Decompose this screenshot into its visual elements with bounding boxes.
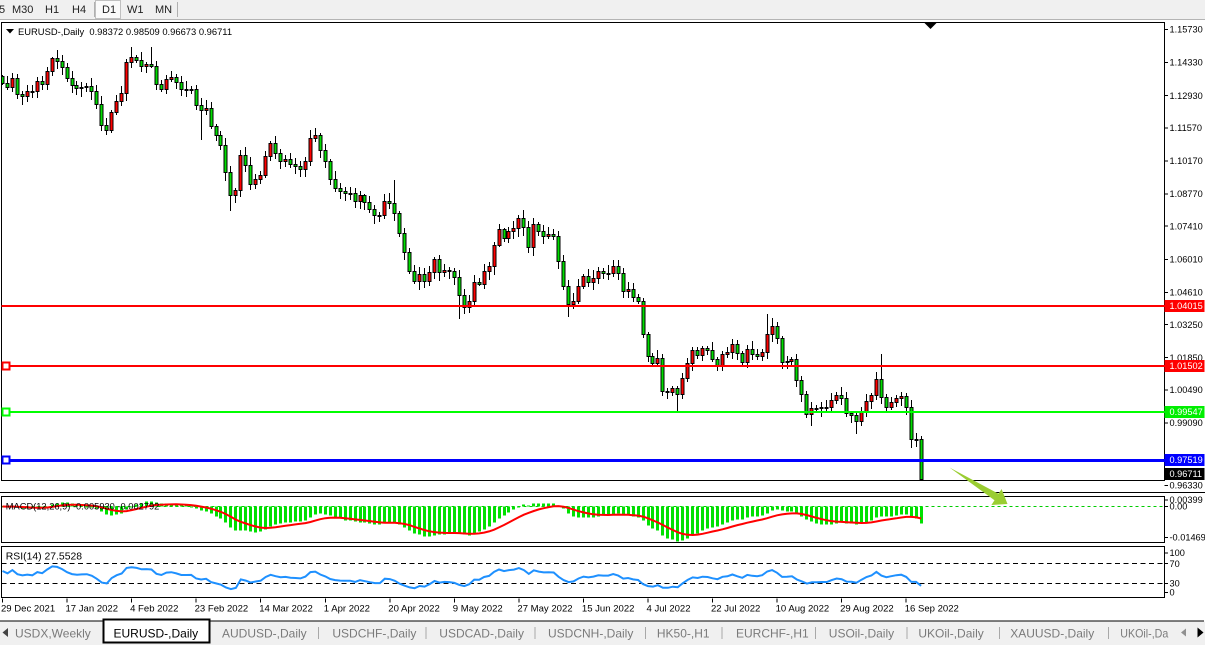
- svg-text:4 Feb 2022: 4 Feb 2022: [130, 604, 178, 615]
- svg-text:1.12930: 1.12930: [1170, 91, 1203, 101]
- svg-text:15 Jun 2022: 15 Jun 2022: [582, 604, 635, 615]
- svg-text:1.08770: 1.08770: [1170, 189, 1203, 199]
- svg-text:1.00490: 1.00490: [1170, 385, 1203, 395]
- svg-text:27 May 2022: 27 May 2022: [517, 604, 572, 615]
- svg-text:0.99090: 0.99090: [1170, 418, 1203, 428]
- svg-text:14 Mar 2022: 14 Mar 2022: [259, 604, 313, 615]
- svg-text:1.04015: 1.04015: [1170, 301, 1203, 311]
- svg-text:UKOil-,Daily: UKOil-,Daily: [918, 627, 983, 641]
- svg-text:H4: H4: [72, 4, 86, 16]
- svg-text:EURCHF-,H1: EURCHF-,H1: [736, 627, 809, 641]
- svg-text:1.14330: 1.14330: [1170, 58, 1203, 68]
- svg-text:1.03250: 1.03250: [1170, 320, 1203, 330]
- svg-text:0.96330: 0.96330: [1170, 481, 1203, 491]
- svg-text:0.00: 0.00: [1170, 502, 1188, 512]
- svg-text:H1: H1: [45, 4, 59, 16]
- svg-text:29 Dec 2021: 29 Dec 2021: [1, 604, 55, 615]
- svg-text:D1: D1: [102, 4, 116, 16]
- svg-text:70: 70: [1170, 559, 1180, 569]
- svg-text:0.00399: 0.00399: [1170, 495, 1203, 505]
- svg-text:0.96711: 0.96711: [1170, 469, 1203, 479]
- svg-text:1.15730: 1.15730: [1170, 25, 1203, 35]
- svg-text:-0.01469: -0.01469: [1170, 533, 1205, 543]
- svg-text:10 Aug 2022: 10 Aug 2022: [776, 604, 830, 615]
- svg-text:HK50-,H1: HK50-,H1: [657, 627, 710, 641]
- svg-text:UKOil-,Da: UKOil-,Da: [1120, 627, 1168, 641]
- svg-text:1.01850: 1.01850: [1170, 353, 1203, 363]
- svg-text:M30: M30: [12, 4, 33, 16]
- svg-text:22 Jul 2022: 22 Jul 2022: [711, 604, 760, 615]
- svg-text:30: 30: [1170, 579, 1180, 589]
- svg-text:1 Apr 2022: 1 Apr 2022: [324, 604, 370, 615]
- svg-text:USOil-,Daily: USOil-,Daily: [829, 627, 894, 641]
- svg-text:9 May 2022: 9 May 2022: [453, 604, 503, 615]
- svg-text:RSI(14) 27.5528: RSI(14) 27.5528: [6, 552, 82, 563]
- svg-text:1.11570: 1.11570: [1170, 123, 1203, 133]
- svg-text:MACD(12,26,9) -0.005930 -0.002: MACD(12,26,9) -0.005930 -0.002792: [6, 502, 160, 512]
- svg-text:W1: W1: [127, 4, 144, 16]
- svg-text:17 Jan 2022: 17 Jan 2022: [66, 604, 119, 615]
- svg-text:USDCHF-,Daily: USDCHF-,Daily: [332, 627, 416, 641]
- svg-text:1.06010: 1.06010: [1170, 255, 1203, 265]
- svg-text:USDCNH-,Daily: USDCNH-,Daily: [548, 627, 633, 641]
- svg-text:AUDUSD-,Daily: AUDUSD-,Daily: [222, 627, 307, 641]
- svg-text:100: 100: [1170, 548, 1185, 558]
- svg-text:0.99547: 0.99547: [1170, 407, 1203, 417]
- svg-text:1.01502: 1.01502: [1170, 361, 1203, 371]
- svg-text:EURUSD-,Daily 0.98372 0.98509: EURUSD-,Daily 0.98372 0.98509 0.96673 0.…: [18, 26, 232, 37]
- svg-text:5: 5: [0, 4, 5, 16]
- svg-text:0.97519: 0.97519: [1170, 455, 1203, 465]
- svg-text:20 Apr 2022: 20 Apr 2022: [388, 604, 440, 615]
- svg-text:29 Aug 2022: 29 Aug 2022: [840, 604, 894, 615]
- svg-text:USDX,Weekly: USDX,Weekly: [15, 627, 91, 641]
- svg-text:XAUUSD-,Daily: XAUUSD-,Daily: [1010, 627, 1094, 641]
- svg-text:16 Sep 2022: 16 Sep 2022: [905, 604, 959, 615]
- svg-text:4 Jul 2022: 4 Jul 2022: [647, 604, 691, 615]
- svg-text:1.07410: 1.07410: [1170, 221, 1203, 231]
- svg-text:EURUSD-,Daily: EURUSD-,Daily: [114, 627, 199, 641]
- svg-text:1.04610: 1.04610: [1170, 288, 1203, 298]
- svg-text:MN: MN: [155, 4, 172, 16]
- svg-text:1.10170: 1.10170: [1170, 156, 1203, 166]
- svg-text:23 Feb 2022: 23 Feb 2022: [195, 604, 249, 615]
- svg-text:USDCAD-,Daily: USDCAD-,Daily: [439, 627, 524, 641]
- svg-text:0: 0: [1170, 588, 1175, 598]
